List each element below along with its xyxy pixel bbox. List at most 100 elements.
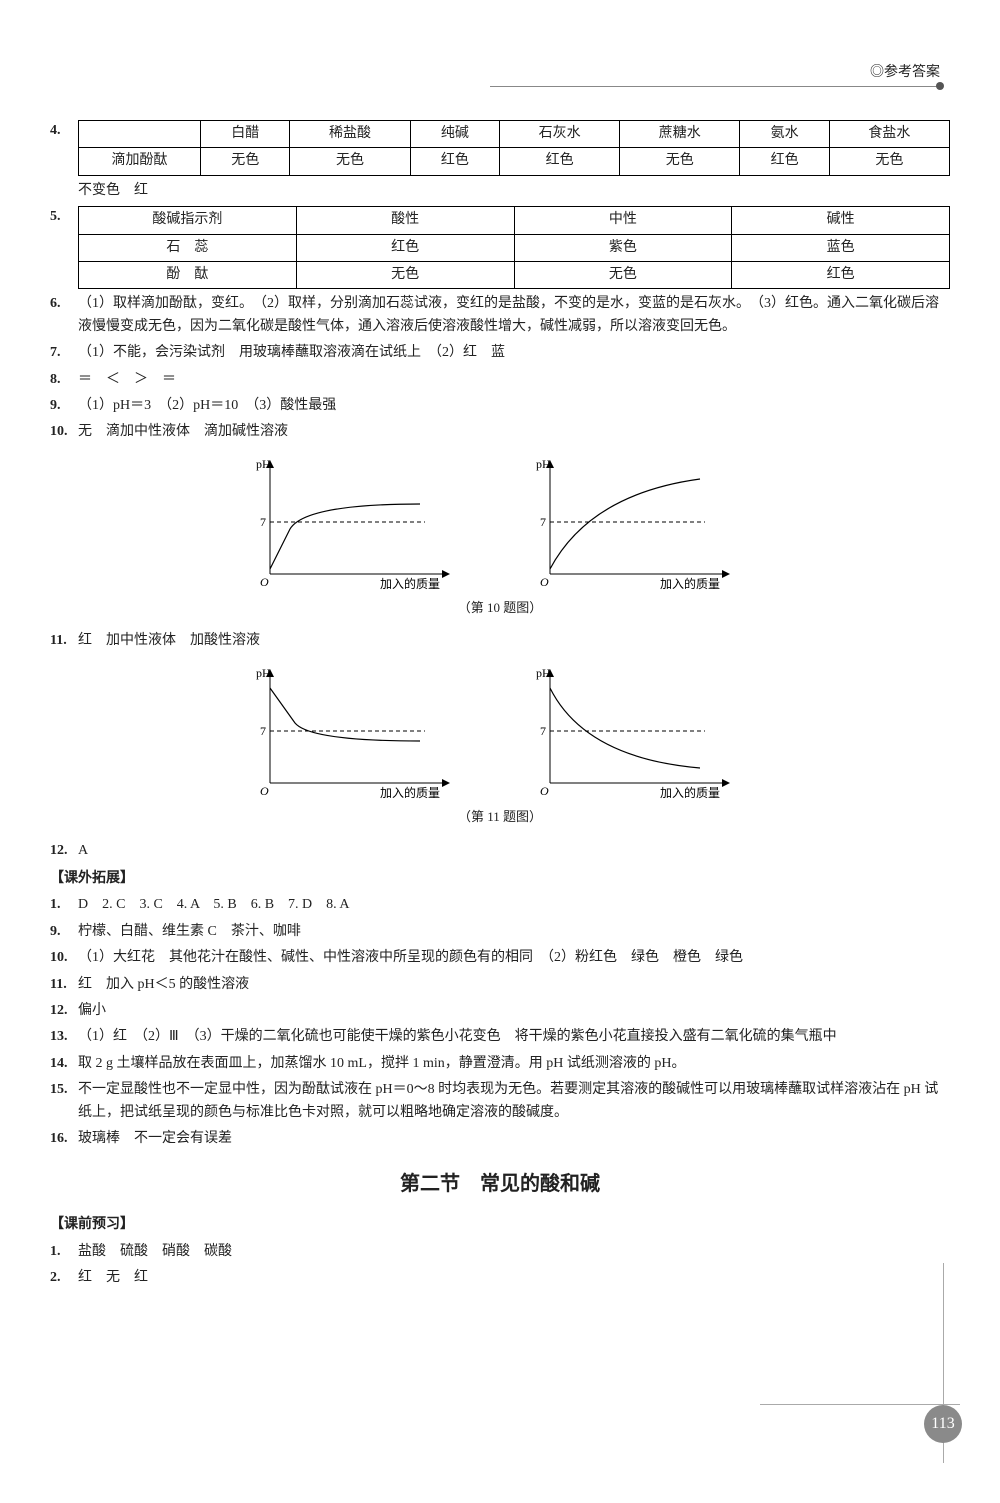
cell: 中性	[514, 207, 732, 234]
header-underline	[490, 86, 940, 87]
table-row: 石 蕊 红色 紫色 蓝色	[79, 234, 950, 261]
e10: 10.（1）大红花 其他花汁在酸性、碱性、中性溶液中所呈现的颜色有的相同 （2）…	[50, 947, 950, 969]
q10-caption: （第 10 题图）	[50, 598, 950, 619]
table-row: 白醋 稀盐酸 纯碱 石灰水 蔗糖水 氨水 食盐水	[79, 121, 950, 148]
e11-num: 11.	[50, 974, 78, 996]
e13: 13.（1）红 （2）Ⅲ （3）干燥的二氧化硫也可能使干燥的紫色小花变色 将干燥…	[50, 1026, 950, 1048]
p2-num: 2.	[50, 1267, 78, 1289]
cell: 酸碱指示剂	[79, 207, 297, 234]
e13-num: 13.	[50, 1026, 78, 1048]
e12: 12.偏小	[50, 1000, 950, 1022]
e16-num: 16.	[50, 1128, 78, 1150]
q9-num: 9.	[50, 395, 78, 417]
axis-x-label: 加入的质量	[660, 576, 720, 591]
axis-y-label: pH	[536, 666, 551, 680]
dash-label: 7	[260, 515, 266, 529]
q10-figures: pH 7 O 加入的质量 pH 7 O 加入的质量	[50, 454, 950, 594]
table-row: 酸碱指示剂 酸性 中性 碱性	[79, 207, 950, 234]
axis-origin: O	[540, 575, 549, 589]
e14-num: 14.	[50, 1053, 78, 1075]
header-dot	[936, 82, 944, 90]
q11-caption: （第 11 题图）	[50, 807, 950, 828]
q5: 5. 酸碱指示剂 酸性 中性 碱性 石 蕊 红色 紫色 蓝色 酚 酞 无色	[50, 206, 950, 289]
axis-y-label: pH	[256, 457, 271, 471]
p2: 2.红 无 红	[50, 1267, 950, 1289]
axis-origin: O	[540, 784, 549, 798]
e16: 16.玻璃棒 不一定会有误差	[50, 1128, 950, 1150]
q7-text: （1）不能，会污染试剂 用玻璃棒蘸取溶液滴在试纸上 （2）红 蓝	[78, 342, 950, 364]
content-area: 4. 白醋 稀盐酸 纯碱 石灰水 蔗糖水 氨水 食盐水 滴加酚酞 无色 无色 红	[50, 120, 950, 1290]
axis-x-label: 加入的质量	[380, 785, 440, 800]
e11: 11.红 加入 pH＜5 的酸性溶液	[50, 974, 950, 996]
e9-num: 9.	[50, 921, 78, 943]
e12-text: 偏小	[78, 1000, 950, 1022]
cell: 无色	[514, 261, 732, 288]
axis-origin: O	[260, 575, 269, 589]
cell: 无色	[829, 148, 949, 175]
axis-x-label: 加入的质量	[380, 576, 440, 591]
q6: 6.（1）取样滴加酚酞，变红。 （2）取样，分别滴加石蕊试液，变红的是盐酸，不变…	[50, 293, 950, 338]
cell: 白醋	[200, 121, 290, 148]
e13-text: （1）红 （2）Ⅲ （3）干燥的二氧化硫也可能使干燥的紫色小花变色 将干燥的紫色…	[78, 1026, 950, 1048]
dash-label: 7	[540, 515, 546, 529]
q10-chart-left: pH 7 O 加入的质量	[250, 454, 470, 594]
e10-text: （1）大红花 其他花汁在酸性、碱性、中性溶液中所呈现的颜色有的相同 （2）粉红色…	[78, 947, 950, 969]
e1-text: D 2. C 3. C 4. A 5. B 6. B 7. D 8. A	[78, 894, 950, 916]
cell: 红色	[410, 148, 500, 175]
cell: 滴加酚酞	[79, 148, 201, 175]
pre-head: 【课前预习】	[50, 1214, 950, 1236]
q4-note: 不变色 红	[50, 180, 950, 202]
axis-x-label: 加入的质量	[660, 785, 720, 800]
cell: 纯碱	[410, 121, 500, 148]
e16-text: 玻璃棒 不一定会有误差	[78, 1128, 950, 1150]
q11-text: 红 加中性液体 加酸性溶液	[78, 630, 950, 652]
dash-label: 7	[540, 724, 546, 738]
q8-num: 8.	[50, 369, 78, 391]
q11: 11.红 加中性液体 加酸性溶液	[50, 630, 950, 652]
e15-num: 15.	[50, 1079, 78, 1101]
q10-text: 无 滴加中性液体 滴加碱性溶液	[78, 421, 950, 443]
e10-num: 10.	[50, 947, 78, 969]
table-row: 滴加酚酞 无色 无色 红色 红色 无色 红色 无色	[79, 148, 950, 175]
cell: 红色	[732, 261, 950, 288]
q4: 4. 白醋 稀盐酸 纯碱 石灰水 蔗糖水 氨水 食盐水 滴加酚酞 无色 无色 红	[50, 120, 950, 176]
e14: 14.取 2 g 土壤样品放在表面皿上，加蒸馏水 10 mL，搅拌 1 min，…	[50, 1053, 950, 1075]
cell: 稀盐酸	[290, 121, 410, 148]
cell: 无色	[296, 261, 514, 288]
q4-num: 4.	[50, 120, 78, 142]
q7-num: 7.	[50, 342, 78, 364]
p2-text: 红 无 红	[78, 1267, 950, 1289]
p1-num: 1.	[50, 1241, 78, 1263]
e14-text: 取 2 g 土壤样品放在表面皿上，加蒸馏水 10 mL，搅拌 1 min，静置澄…	[78, 1053, 950, 1075]
e11-text: 红 加入 pH＜5 的酸性溶液	[78, 974, 950, 996]
e1-num: 1.	[50, 894, 78, 916]
q8-text: ＝ ＜ ＞ ＝	[78, 369, 950, 391]
e15: 15.不一定显酸性也不一定显中性，因为酚酞试液在 pH＝0～8 时均表现为无色。…	[50, 1079, 950, 1124]
cell: 紫色	[514, 234, 732, 261]
e9: 9.柠檬、白醋、维生素 C 茶汁、咖啡	[50, 921, 950, 943]
q8: 8.＝ ＜ ＞ ＝	[50, 369, 950, 391]
q9: 9.（1）pH＝3 （2）pH＝10 （3）酸性最强	[50, 395, 950, 417]
e1: 1.D 2. C 3. C 4. A 5. B 6. B 7. D 8. A	[50, 894, 950, 916]
cell: 红色	[296, 234, 514, 261]
q11-chart-right: pH 7 O 加入的质量	[530, 663, 750, 803]
cell: 石 蕊	[79, 234, 297, 261]
dash-label: 7	[260, 724, 266, 738]
q12-num: 12.	[50, 840, 78, 862]
cell: 红色	[500, 148, 620, 175]
corner-line-h	[760, 1404, 960, 1405]
q10-num: 10.	[50, 421, 78, 443]
cell: 食盐水	[829, 121, 949, 148]
cell: 无色	[290, 148, 410, 175]
cell	[79, 121, 201, 148]
axis-origin: O	[260, 784, 269, 798]
cell: 蓝色	[732, 234, 950, 261]
section-2-title: 第二节 常见的酸和碱	[50, 1168, 950, 1200]
q11-num: 11.	[50, 630, 78, 652]
page-number: 113	[924, 1405, 962, 1443]
p1: 1.盐酸 硫酸 硝酸 碳酸	[50, 1241, 950, 1263]
cell: 无色	[200, 148, 290, 175]
ext-head: 【课外拓展】	[50, 868, 950, 890]
cell: 酸性	[296, 207, 514, 234]
q7: 7.（1）不能，会污染试剂 用玻璃棒蘸取溶液滴在试纸上 （2）红 蓝	[50, 342, 950, 364]
